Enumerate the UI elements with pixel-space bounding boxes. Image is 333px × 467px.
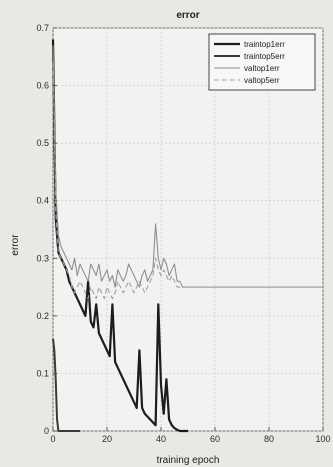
x-tick-label: 100 — [315, 434, 330, 444]
x-tick-label: 60 — [210, 434, 220, 444]
x-tick-label: 40 — [156, 434, 166, 444]
plot-area — [52, 27, 324, 432]
axes: 0 0.1 0.2 0.3 0.4 0.5 0.6 0.7 0 20 40 60 80 100 — [36, 23, 330, 444]
series-line-traintop5err — [52, 338, 80, 432]
y-tick-label: 0.4 — [36, 196, 49, 206]
y-tick-label: 0.7 — [36, 23, 49, 33]
y-tick-label: 0.3 — [36, 253, 49, 263]
legend-label-valtop1err: valtop1err — [244, 64, 280, 73]
y-axis-label: error — [10, 234, 21, 256]
legend-items: traintop1err traintop5err valtop1err valtop… — [214, 40, 285, 85]
y-tick-label: 0.6 — [36, 81, 49, 91]
grid-lines — [52, 27, 324, 432]
y-tick-label: 0.5 — [36, 138, 49, 148]
x-tick-label: 80 — [264, 434, 274, 444]
y-tick-label: 0.1 — [36, 368, 49, 378]
y-tick-label: 0 — [44, 426, 49, 436]
x-tick-label: 0 — [50, 434, 55, 444]
chart-title: error — [176, 10, 199, 21]
series-line-traintop1err — [51, 39, 188, 433]
x-axis-label: training epoch — [157, 455, 220, 466]
series-lines — [51, 39, 323, 433]
legend-label-valtop5err: valtop5err — [244, 76, 280, 85]
legend-label-traintop1err: traintop1err — [244, 40, 285, 49]
y-tick-label: 0.2 — [36, 311, 49, 321]
legend-box — [208, 33, 316, 91]
series-line-valtop5err — [52, 62, 323, 300]
legend: traintop1err traintop5err valtop1err valtop… — [208, 33, 316, 91]
legend-label-traintop5err: traintop5err — [244, 52, 285, 61]
x-tick-label: 20 — [102, 434, 112, 444]
